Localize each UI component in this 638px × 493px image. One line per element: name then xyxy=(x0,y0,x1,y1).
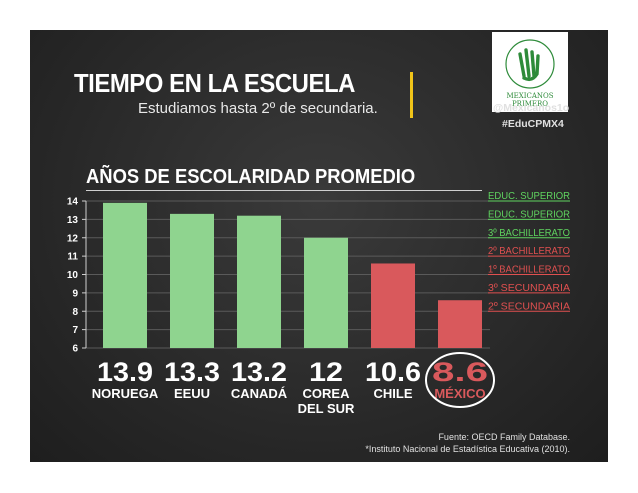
value-label: 10.6 xyxy=(365,357,421,387)
bar xyxy=(103,202,147,348)
page-title: TIEMPO EN LA ESCUELA xyxy=(74,68,355,98)
bar xyxy=(237,215,281,348)
mexicanos-primero-logo: MEXICANOS PRIMERO xyxy=(492,32,568,112)
y-tick-label: 10 xyxy=(67,270,79,281)
level-label: EDUC. SUPERIOR xyxy=(488,208,570,220)
value-label: 13.9 xyxy=(97,357,153,387)
category-label: COREA xyxy=(303,386,351,401)
chart-title: AÑOS DE ESCOLARIDAD PROMEDIO xyxy=(86,166,416,188)
category-label: EEUU xyxy=(174,386,210,401)
bar xyxy=(438,300,482,348)
category-label: NORUEGA xyxy=(92,386,159,401)
chart-title-underline xyxy=(86,190,482,191)
value-label: 8.6 xyxy=(432,357,488,387)
page-subtitle: Estudiamos hasta 2º de secundaria. xyxy=(138,100,378,117)
chalkboard-infographic: TIEMPO EN LA ESCUELA Estudiamos hasta 2º… xyxy=(30,30,608,462)
source-note-secondary: *Instituto Nacional de Estadística Educa… xyxy=(365,444,570,454)
y-tick-label: 13 xyxy=(67,215,79,226)
y-tick-label: 7 xyxy=(72,325,78,336)
level-label: 3º BACHILLERATO xyxy=(488,227,570,239)
y-tick-label: 11 xyxy=(67,252,78,263)
level-label: 3º SECUNDARIA xyxy=(488,282,570,294)
level-label: 1º BACHILLERATO xyxy=(488,264,570,276)
category-label: MÉXICO xyxy=(434,386,485,401)
category-label: CHILE xyxy=(374,386,413,401)
value-label: 12 xyxy=(309,357,343,387)
bar xyxy=(170,213,214,348)
level-label: 2º SECUNDARIA xyxy=(488,300,570,312)
level-label: 2º BACHILLERATO xyxy=(488,245,570,257)
hand-logo-icon xyxy=(505,39,555,89)
source-note: Fuente: OECD Family Database. xyxy=(438,432,570,442)
value-label: 13.3 xyxy=(164,357,220,387)
title-accent-bar xyxy=(410,72,413,118)
level-label: EDUC. SUPERIOR xyxy=(488,190,570,202)
highlight-circle xyxy=(425,352,495,408)
bar xyxy=(371,263,415,348)
y-tick-label: 9 xyxy=(72,288,78,299)
bar-chart: 6 7 8 9 10 11 12 13 14 EDUC. SUPERIOR EDUC. SUPERI… xyxy=(67,190,570,416)
y-tick-label: 8 xyxy=(72,307,78,318)
category-label: CANADÁ xyxy=(231,386,288,401)
y-tick-label: 14 xyxy=(67,197,79,208)
hashtag: #EduCPMX4 xyxy=(502,118,564,130)
value-label: 13.2 xyxy=(231,357,287,387)
y-tick-label: 6 xyxy=(72,344,78,355)
logo-text: MEXICANOS PRIMERO xyxy=(506,92,554,108)
y-tick-label: 12 xyxy=(67,233,79,244)
twitter-handle: @Mexicanos1o xyxy=(493,102,570,114)
bar xyxy=(304,237,348,348)
category-label: DEL SUR xyxy=(298,401,355,416)
